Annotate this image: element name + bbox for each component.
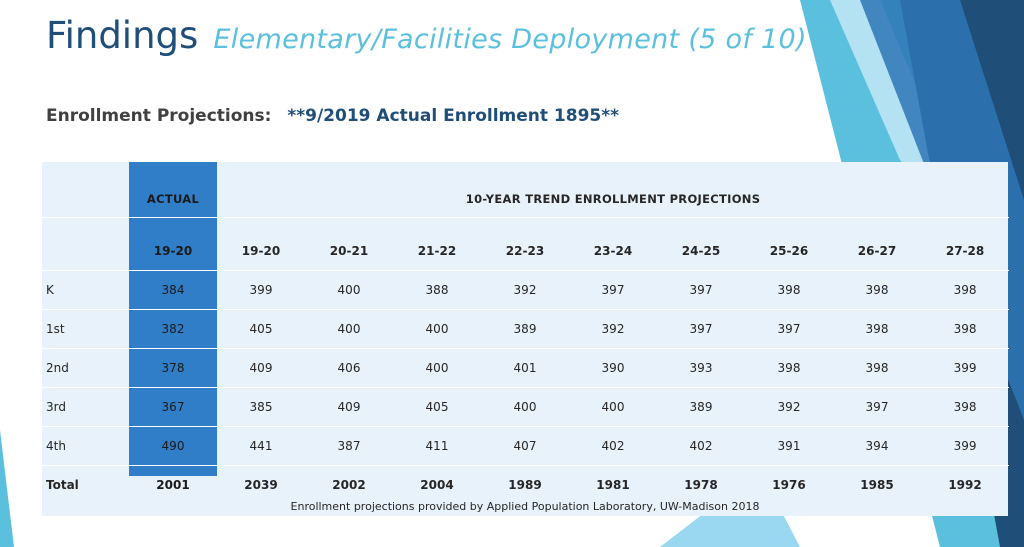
corner-cell: [42, 162, 129, 218]
projection-value: 400: [393, 309, 481, 349]
projection-value: 2002: [332, 478, 366, 492]
projection-value: 392: [745, 387, 833, 427]
projection-value: 394: [833, 426, 921, 466]
table-row: K 384 399 400 388 392 397 397 398 398 398: [42, 270, 1010, 310]
projection-value: 411: [393, 426, 481, 466]
column-header: 26-27: [833, 217, 921, 271]
table-row: 2nd 378 409 406 400 401 390 393 398 398 399: [42, 348, 1010, 388]
row-label: 4th: [42, 426, 129, 466]
column-header: 19-20: [217, 217, 305, 271]
enrollment-heading-label: Enrollment Projections:: [46, 106, 272, 126]
projection-value: 400: [481, 387, 569, 427]
actual-value: 2001: [156, 478, 190, 492]
actual-value: 382: [129, 309, 217, 349]
trend-header: 10-YEAR TREND ENROLLMENT PROJECTIONS: [217, 162, 1010, 218]
column-header: 23-24: [569, 217, 657, 271]
projection-value: 392: [481, 270, 569, 310]
projection-value: 400: [305, 309, 393, 349]
projection-value: 385: [217, 387, 305, 427]
projection-value: 406: [305, 348, 393, 388]
projection-value: 441: [217, 426, 305, 466]
column-header: 20-21: [305, 217, 393, 271]
projection-value: 399: [921, 426, 1010, 466]
projection-value: 387: [305, 426, 393, 466]
column-header: 27-28: [921, 217, 1010, 271]
actual-header: ACTUAL: [129, 162, 217, 218]
projection-value: 409: [305, 387, 393, 427]
source-footnote: Enrollment projections provided by Appli…: [290, 500, 760, 513]
enrollment-heading-value: **9/2019 Actual Enrollment 1895**: [287, 106, 620, 126]
row-label: 3rd: [42, 387, 129, 427]
table-row: 3rd 367 385 409 405 400 400 389 392 397 398: [42, 387, 1010, 427]
projection-value: 1976: [772, 478, 806, 492]
projection-value: 402: [569, 426, 657, 466]
projection-value: 389: [657, 387, 745, 427]
projection-value: 391: [745, 426, 833, 466]
decor-left-edge: [0, 430, 14, 547]
projection-value: 1985: [860, 478, 894, 492]
row-label: Total: [46, 478, 79, 492]
row-label: K: [42, 270, 129, 310]
projection-value: 400: [569, 387, 657, 427]
projection-value: 397: [569, 270, 657, 310]
column-header: 24-25: [657, 217, 745, 271]
projection-value: 1992: [948, 478, 982, 492]
projection-value: 398: [921, 387, 1010, 427]
table-row: Total 2001 2039 2002 2004 1989 1981 1978 1976 198…: [42, 466, 1009, 505]
actual-value: 490: [129, 426, 217, 466]
projection-value: 397: [833, 387, 921, 427]
projection-value: 397: [657, 309, 745, 349]
projection-value: 405: [393, 387, 481, 427]
table-row: 1st 382 405 400 400 389 392 397 397 398 398: [42, 309, 1010, 349]
corner-cell: [42, 217, 129, 271]
column-header: 19-20: [129, 217, 217, 271]
projection-value: 2004: [420, 478, 454, 492]
title-subtitle: Elementary/Facilities Deployment (5 of 1…: [213, 24, 807, 55]
projection-value: 2039: [244, 478, 278, 492]
projection-value: 398: [745, 348, 833, 388]
projection-value: 388: [393, 270, 481, 310]
projection-value: 400: [305, 270, 393, 310]
header-row-groups: ACTUAL 10-YEAR TREND ENROLLMENT PROJECTIO…: [42, 162, 1010, 218]
projection-value: 398: [921, 270, 1010, 310]
projection-value: 398: [921, 309, 1010, 349]
projection-value: 409: [217, 348, 305, 388]
projection-value: 399: [921, 348, 1010, 388]
title-main: Findings: [46, 14, 199, 57]
projection-value: 389: [481, 309, 569, 349]
projection-value: 402: [657, 426, 745, 466]
slide-title: Findings Elementary/Facilities Deploymen…: [46, 14, 807, 57]
enrollment-heading: Enrollment Projections: **9/2019 Actual …: [46, 106, 619, 126]
row-label: 1st: [42, 309, 129, 349]
projection-value: 393: [657, 348, 745, 388]
enrollment-table: ACTUAL 10-YEAR TREND ENROLLMENT PROJECTIO…: [42, 162, 1010, 505]
projection-value: 397: [745, 309, 833, 349]
column-header: 22-23: [481, 217, 569, 271]
projection-value: 405: [217, 309, 305, 349]
projection-value: 1978: [684, 478, 718, 492]
actual-value: 384: [129, 270, 217, 310]
projection-value: 1981: [596, 478, 630, 492]
row-label: 2nd: [42, 348, 129, 388]
projection-value: 400: [393, 348, 481, 388]
projection-value: 1989: [508, 478, 542, 492]
projection-value: 398: [833, 309, 921, 349]
projection-value: 390: [569, 348, 657, 388]
table-row: 4th 490 441 387 411 407 402 402 391 394 399: [42, 426, 1010, 466]
actual-value: 378: [129, 348, 217, 388]
actual-value: 367: [129, 387, 217, 427]
header-row-years: 19-20 19-20 20-21 21-22 22-23 23-24 24-25 25-26…: [42, 217, 1010, 271]
projection-value: 392: [569, 309, 657, 349]
projection-value: 399: [217, 270, 305, 310]
projection-value: 397: [657, 270, 745, 310]
projection-value: 401: [481, 348, 569, 388]
projection-value: 407: [481, 426, 569, 466]
column-header: 21-22: [393, 217, 481, 271]
column-header: 25-26: [745, 217, 833, 271]
projection-value: 398: [745, 270, 833, 310]
projection-value: 398: [833, 348, 921, 388]
projection-value: 398: [833, 270, 921, 310]
